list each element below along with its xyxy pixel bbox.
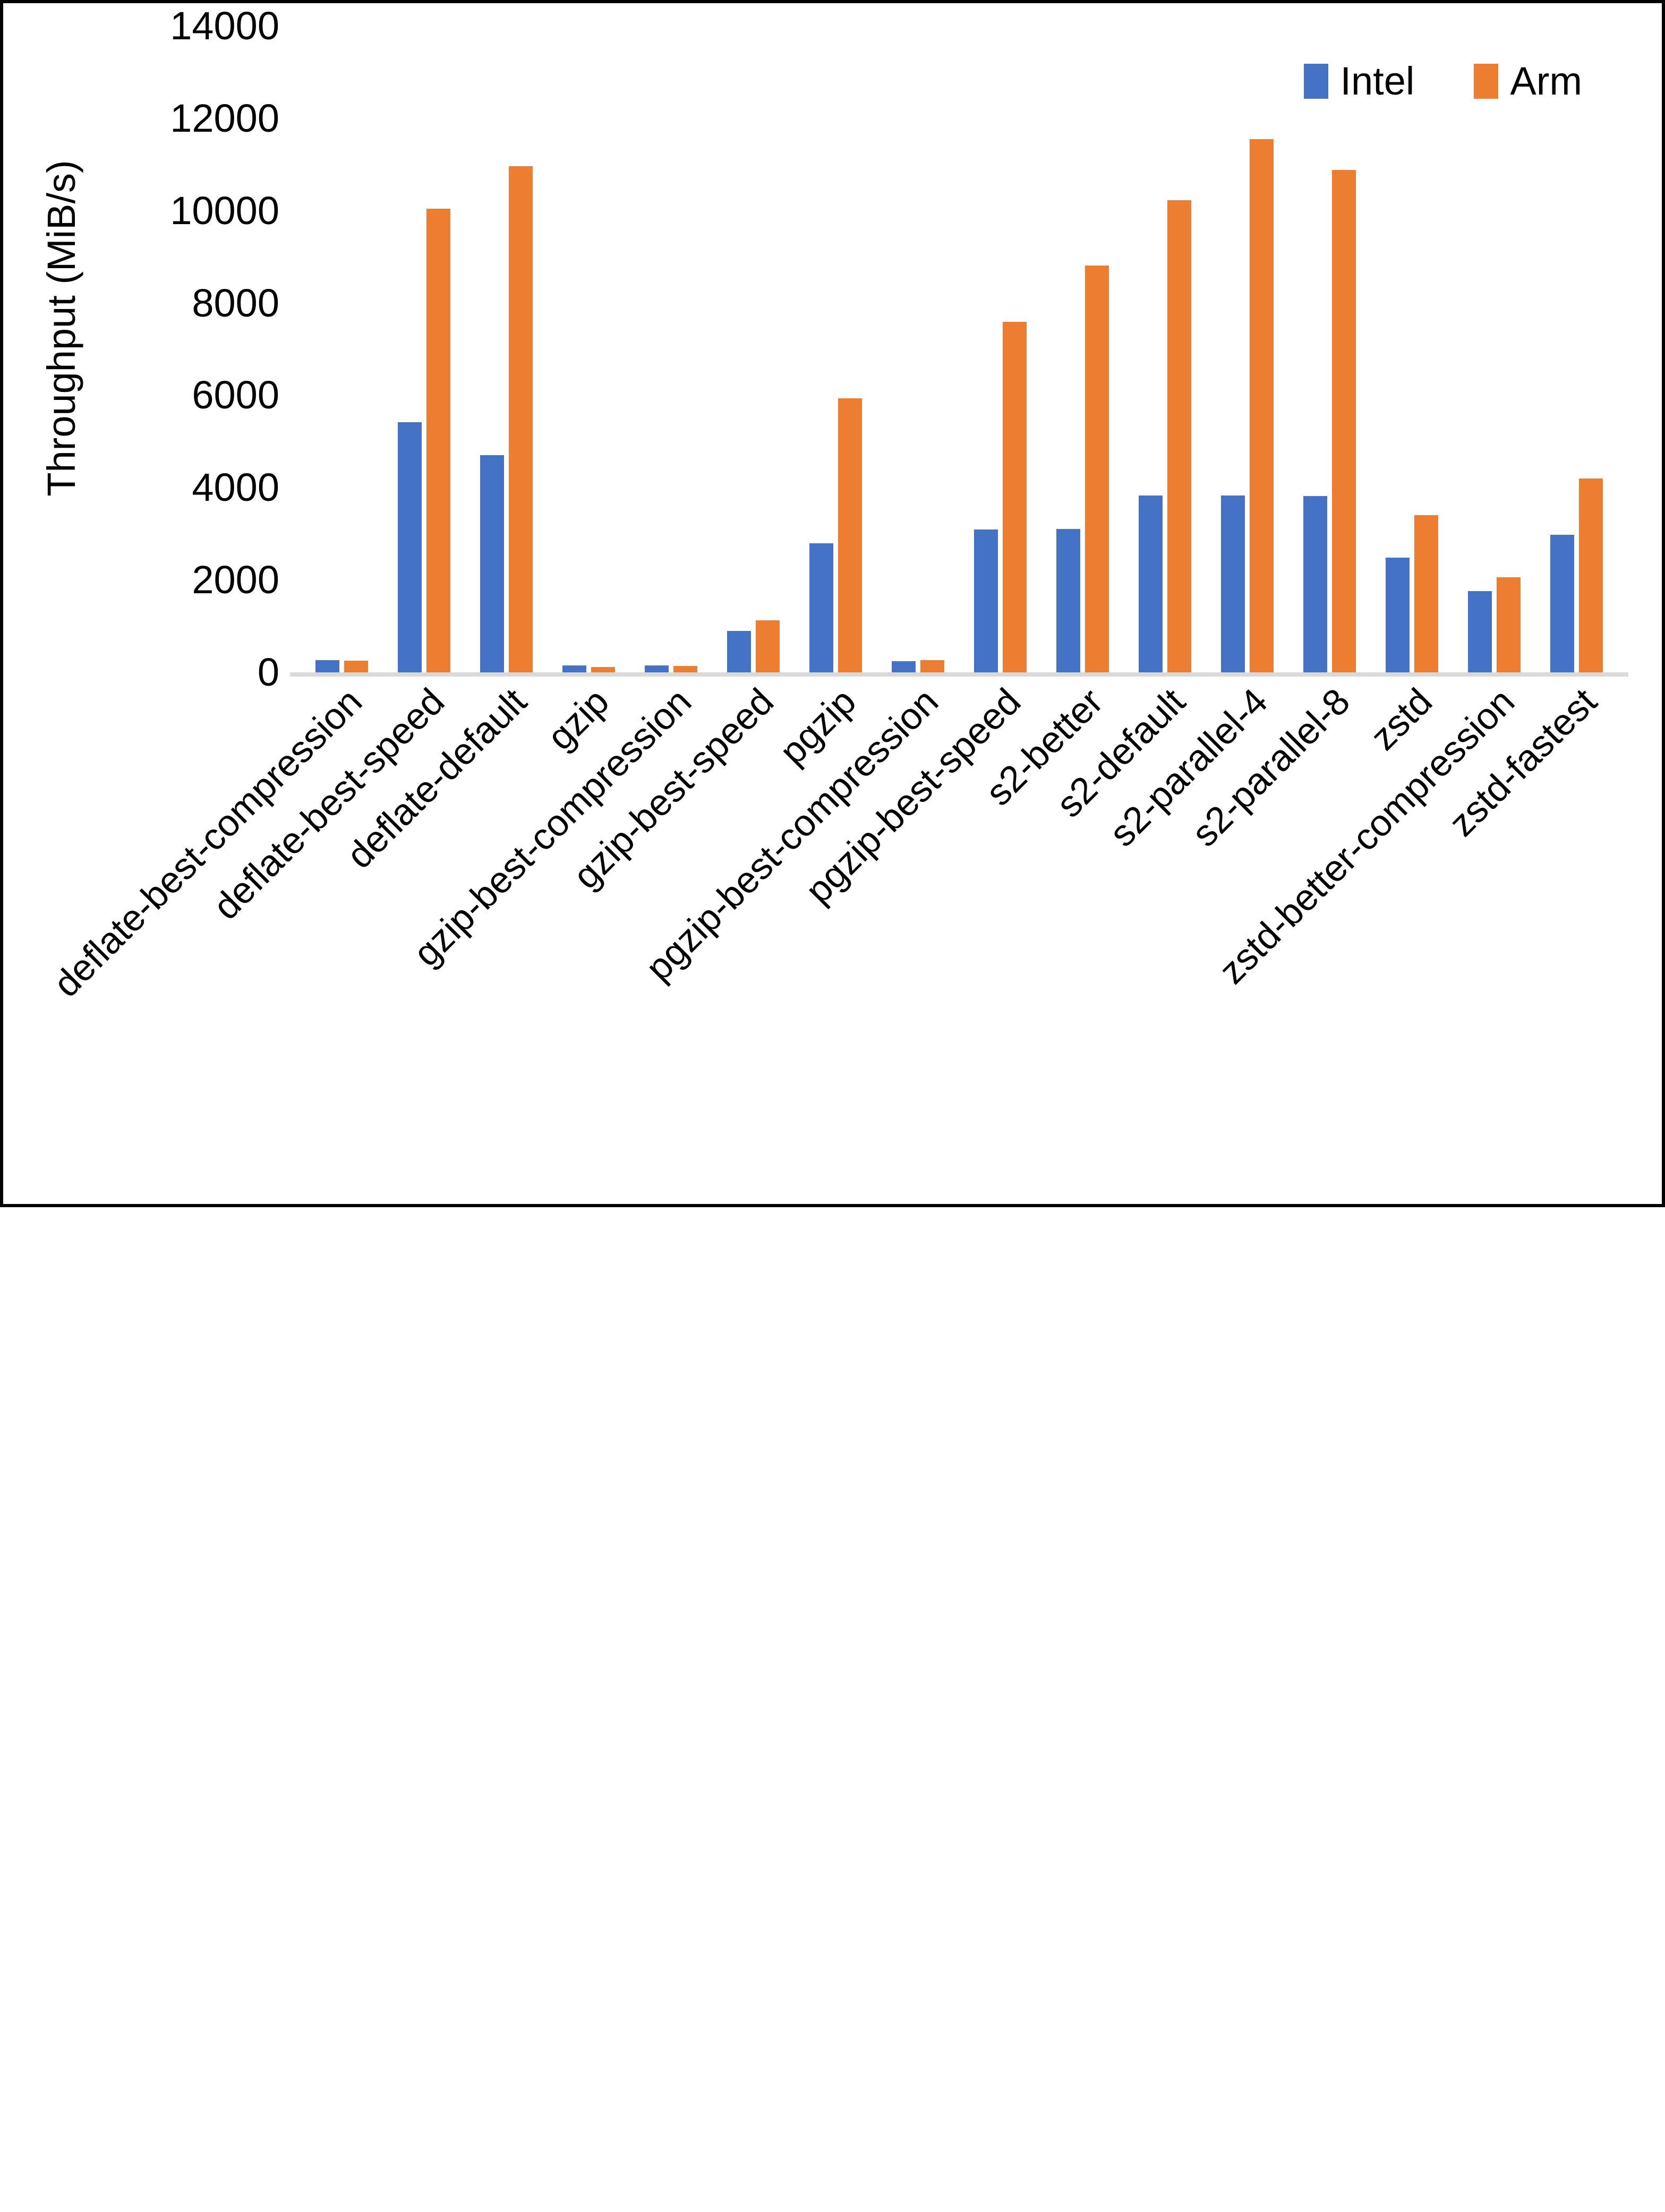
y-tick-4000: 4000 bbox=[192, 465, 279, 510]
y-tick-12000: 12000 bbox=[170, 96, 279, 140]
legend-entry-intel[interactable]: Intel bbox=[1304, 58, 1414, 104]
bar-intel[interactable] bbox=[892, 661, 916, 672]
bar-group bbox=[1288, 26, 1371, 672]
bar-group bbox=[1535, 26, 1618, 672]
y-axis-tick-labels: 14000 12000 10000 8000 6000 4000 2000 0 bbox=[3, 3, 301, 694]
bar-group bbox=[712, 26, 795, 672]
bar-intel[interactable] bbox=[1139, 496, 1163, 672]
y-tick-14000: 14000 bbox=[170, 4, 279, 48]
x-axis-line bbox=[290, 672, 1628, 677]
bar-group bbox=[548, 26, 630, 672]
legend-swatch-intel bbox=[1304, 63, 1329, 99]
bar-arm[interactable] bbox=[1167, 200, 1191, 672]
bar-intel[interactable] bbox=[1303, 496, 1327, 672]
bar-arm[interactable] bbox=[1003, 322, 1027, 672]
bar-group bbox=[1041, 26, 1124, 672]
bar-group bbox=[877, 26, 959, 672]
bar-intel[interactable] bbox=[480, 455, 504, 672]
bar-group bbox=[301, 26, 383, 672]
bar-arm[interactable] bbox=[756, 620, 780, 672]
bar-arm[interactable] bbox=[426, 209, 450, 672]
bar-group bbox=[383, 26, 465, 672]
bar-arm[interactable] bbox=[1332, 170, 1356, 672]
bar-arm[interactable] bbox=[1497, 577, 1521, 672]
bar-chart: Throughput (MiB/s) 14000 12000 10000 8000 60… bbox=[3, 3, 1662, 1204]
y-tick-6000: 6000 bbox=[192, 373, 279, 417]
bar-intel[interactable] bbox=[398, 422, 422, 672]
bar-intel[interactable] bbox=[809, 543, 833, 672]
bar-group bbox=[630, 26, 712, 672]
plot-area bbox=[290, 26, 1628, 677]
bar-intel[interactable] bbox=[1221, 496, 1245, 672]
bar-arm[interactable] bbox=[1414, 515, 1438, 672]
bar-group bbox=[1371, 26, 1453, 672]
bar-group bbox=[1206, 26, 1288, 672]
legend-label-arm: Arm bbox=[1510, 59, 1582, 103]
y-tick-0: 0 bbox=[257, 650, 279, 694]
x-axis-tick-labels: deflate-best-compression deflate-best-spe… bbox=[45, 680, 1618, 1160]
bar-intel[interactable] bbox=[562, 665, 586, 672]
bar-group bbox=[1453, 26, 1535, 672]
bar-intel[interactable] bbox=[1056, 528, 1080, 672]
bar-intel[interactable] bbox=[1550, 534, 1574, 672]
y-tick-2000: 2000 bbox=[192, 558, 279, 602]
bar-arm[interactable] bbox=[509, 166, 533, 672]
bar-intel[interactable] bbox=[645, 665, 669, 672]
bar-intel[interactable] bbox=[1386, 558, 1410, 672]
bar-arm[interactable] bbox=[344, 660, 368, 672]
bar-arm[interactable] bbox=[1579, 478, 1603, 672]
bar-intel[interactable] bbox=[1468, 591, 1492, 672]
bar-intel[interactable] bbox=[727, 630, 751, 672]
bar-intel[interactable] bbox=[974, 529, 998, 672]
y-tick-8000: 8000 bbox=[192, 280, 279, 325]
bar-arm[interactable] bbox=[673, 665, 697, 672]
chart-legend: Intel Arm bbox=[1304, 58, 1582, 104]
bar-arm[interactable] bbox=[1250, 139, 1274, 672]
bar-group bbox=[959, 26, 1041, 672]
legend-entry-arm[interactable]: Arm bbox=[1474, 58, 1582, 104]
bar-arm[interactable] bbox=[920, 660, 944, 672]
legend-swatch-arm bbox=[1474, 63, 1499, 99]
bar-intel[interactable] bbox=[315, 660, 339, 672]
bar-group bbox=[465, 26, 548, 672]
bar-arm[interactable] bbox=[1085, 266, 1109, 672]
bar-arm[interactable] bbox=[838, 398, 862, 672]
y-tick-10000: 10000 bbox=[170, 188, 279, 233]
bar-group bbox=[1124, 26, 1206, 672]
bar-arm[interactable] bbox=[591, 667, 615, 672]
legend-label-intel: Intel bbox=[1340, 59, 1415, 103]
bar-group bbox=[795, 26, 877, 672]
